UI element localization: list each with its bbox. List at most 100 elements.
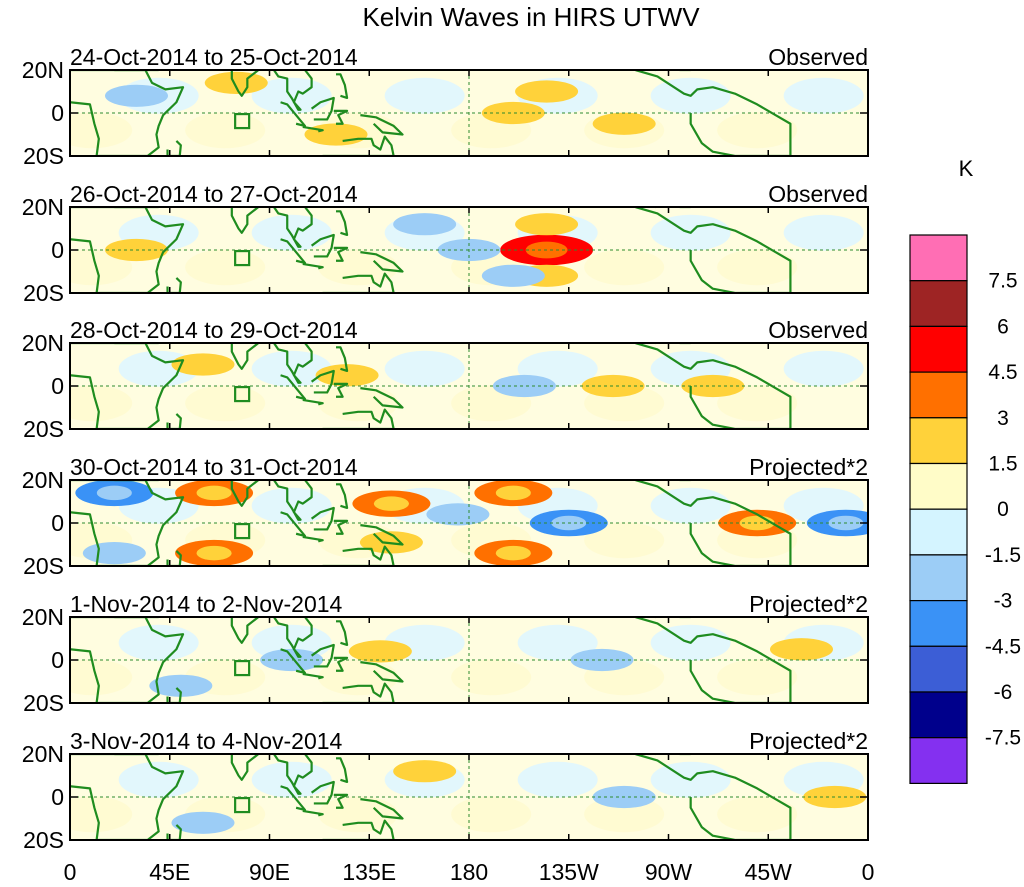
lon-tick-label: 180 bbox=[450, 859, 488, 885]
lat-label: 20S bbox=[23, 416, 64, 442]
coastline bbox=[273, 617, 313, 658]
anomaly-blob-p1-1 bbox=[204, 71, 268, 94]
index-box bbox=[234, 659, 251, 677]
coastline bbox=[336, 346, 349, 373]
colorbar-swatch bbox=[909, 325, 968, 373]
coastline bbox=[333, 246, 349, 262]
lat-label: 20S bbox=[23, 690, 64, 716]
coastline bbox=[333, 519, 349, 535]
coastline bbox=[360, 661, 404, 683]
anomaly-blob-p1-4 bbox=[515, 80, 579, 103]
lat-label: 20N bbox=[22, 604, 64, 630]
anomaly-blob-p4-6-core bbox=[495, 545, 531, 561]
anomaly-blob-p3-5 bbox=[171, 353, 235, 376]
background-band bbox=[384, 77, 465, 114]
lon-tick-label: 45E bbox=[149, 859, 190, 885]
coastline bbox=[302, 672, 324, 680]
coastline bbox=[166, 413, 182, 429]
coastline bbox=[333, 382, 349, 398]
background-band bbox=[451, 659, 532, 696]
coastline bbox=[634, 207, 792, 293]
panel-map-1 bbox=[70, 70, 868, 156]
panel-kind-label: Observed bbox=[768, 181, 868, 207]
anomaly-blob-p1-2 bbox=[304, 123, 368, 146]
background-band bbox=[717, 796, 798, 833]
coastline bbox=[321, 545, 395, 566]
anomaly-blob-p5-1 bbox=[770, 638, 833, 661]
coastline bbox=[310, 369, 335, 394]
anomaly-blob-p3-1 bbox=[581, 374, 645, 398]
anomaly-blob-p6-4 bbox=[171, 811, 235, 834]
background-band bbox=[318, 659, 399, 696]
background-band bbox=[451, 796, 532, 833]
anomaly-blob-p4-9 bbox=[82, 542, 146, 565]
panel-1: 20N 0 20S 24-Oct-2014 to 25-Oct-2014 Observe… bbox=[22, 44, 869, 169]
anomaly-blob-p1-6 bbox=[105, 84, 168, 107]
background-band bbox=[318, 796, 399, 833]
coastline bbox=[280, 511, 307, 538]
anomaly-blob-p5-2 bbox=[348, 640, 412, 663]
coastline bbox=[360, 524, 404, 546]
anomaly-blob-p4-5-core bbox=[495, 485, 531, 501]
coastline bbox=[70, 754, 185, 840]
panel-kind-label: Projected*2 bbox=[749, 728, 868, 754]
lon-tick-label: 135W bbox=[539, 859, 599, 885]
panel-kind-label: Observed bbox=[768, 44, 868, 70]
colorbar-swatch bbox=[909, 462, 968, 510]
coastline bbox=[333, 656, 349, 672]
coastline bbox=[230, 480, 260, 507]
coastline bbox=[321, 682, 395, 703]
background-band bbox=[517, 624, 598, 661]
background-band bbox=[717, 659, 798, 696]
anomaly-blob-p1-3 bbox=[481, 101, 545, 125]
coastline bbox=[310, 96, 335, 121]
background-band bbox=[318, 249, 399, 286]
background-band bbox=[517, 761, 598, 798]
background-band bbox=[185, 249, 266, 286]
background-band bbox=[118, 761, 199, 798]
colorbar-swatch bbox=[909, 234, 968, 282]
lon-tick-label: 90E bbox=[249, 859, 290, 885]
longitude-axis: 0 45E 90E 135E 180 135W 90W 45W 0 bbox=[64, 859, 875, 885]
anomaly-blob-p2-2 bbox=[515, 213, 579, 236]
colorbar-swatch bbox=[909, 599, 968, 647]
lon-tick-label: 135E bbox=[342, 859, 396, 885]
background-band bbox=[70, 385, 133, 422]
lat-label: 20N bbox=[22, 57, 64, 83]
coastline bbox=[634, 754, 792, 840]
lat-label: 20S bbox=[23, 827, 64, 853]
coastline bbox=[321, 819, 395, 840]
coastline bbox=[166, 687, 182, 703]
coastline bbox=[273, 207, 313, 248]
colorbar-label: -3 bbox=[994, 590, 1013, 613]
coastline bbox=[310, 506, 335, 531]
coastline bbox=[273, 480, 313, 521]
coastline bbox=[634, 70, 792, 156]
panel-date-range: 30-Oct-2014 to 31-Oct-2014 bbox=[70, 454, 358, 480]
coastline bbox=[321, 408, 395, 429]
lon-tick-label: 45W bbox=[745, 859, 793, 885]
colorbar-swatch bbox=[909, 645, 968, 693]
anomaly-blob-p4-3-core bbox=[373, 496, 409, 511]
coastline bbox=[336, 620, 349, 647]
lat-label: 20N bbox=[22, 467, 64, 493]
anomaly-blob-p2-6 bbox=[481, 264, 545, 287]
lat-label: 20N bbox=[22, 194, 64, 220]
panel-kind-label: Observed bbox=[768, 317, 868, 343]
coastline bbox=[166, 824, 182, 840]
lat-label: 0 bbox=[51, 100, 64, 126]
colorbar-label: -4.5 bbox=[985, 635, 1021, 658]
coastline bbox=[70, 617, 185, 703]
background-band bbox=[584, 522, 665, 559]
background-band bbox=[783, 350, 864, 387]
colorbar-label: -6 bbox=[994, 681, 1013, 704]
panel-kind-label: Projected*2 bbox=[749, 454, 868, 480]
lat-label: 20S bbox=[23, 280, 64, 306]
coastline bbox=[273, 343, 313, 384]
coastline bbox=[230, 343, 260, 370]
panel-4: 20N 0 20S 30-Oct-2014 to 31-Oct-2014 Project… bbox=[22, 454, 869, 579]
coastline bbox=[336, 483, 349, 510]
lon-tick-label: 90W bbox=[645, 859, 693, 885]
coastline bbox=[333, 109, 349, 125]
